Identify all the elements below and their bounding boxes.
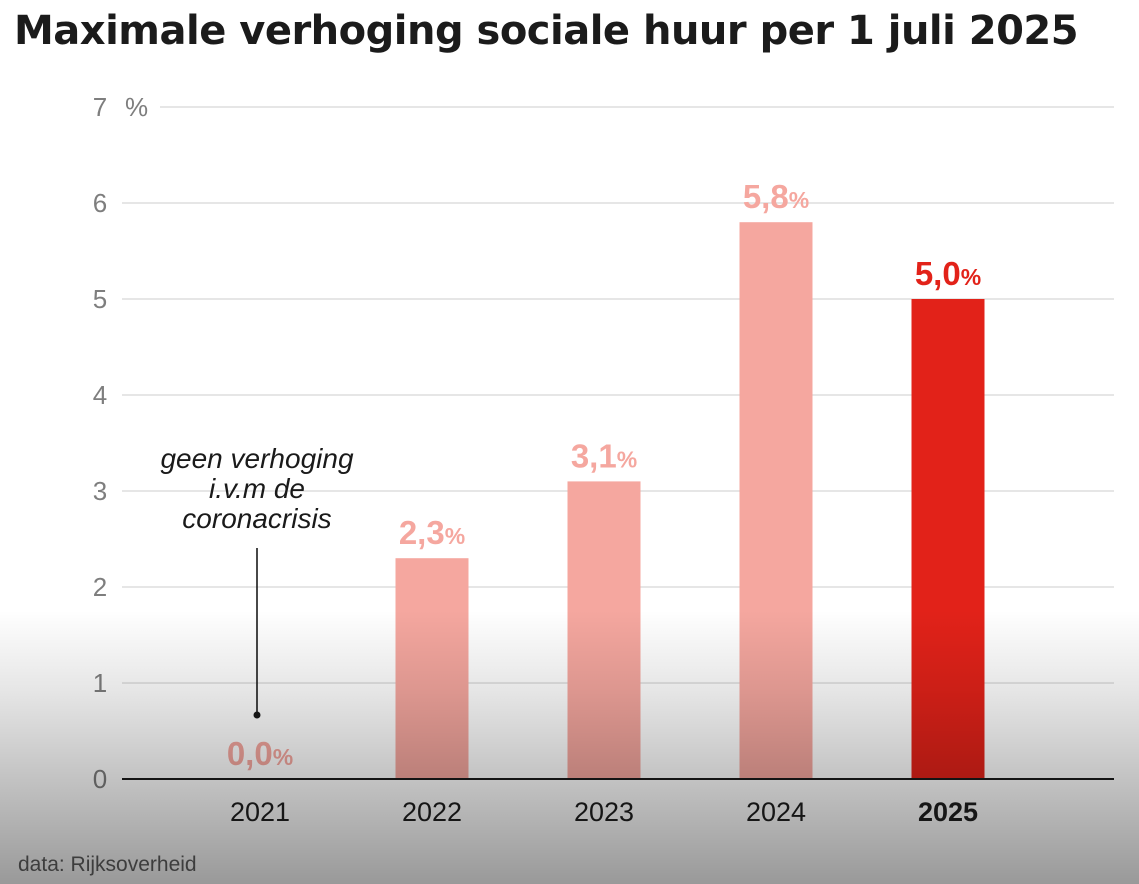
- value-label-2022: 2,3%: [399, 514, 465, 551]
- bar-2022: [395, 558, 469, 779]
- y-tick-label: 2: [93, 572, 107, 602]
- value-label-2021: 0,0%: [227, 735, 293, 772]
- x-tick-label-2024: 2024: [746, 797, 806, 827]
- bar-2023: [567, 481, 641, 779]
- y-tick-label: 7: [93, 92, 107, 122]
- x-tick-label-2022: 2022: [402, 797, 462, 827]
- x-tick-label-2021: 2021: [230, 797, 290, 827]
- annotation-dot: [253, 711, 261, 719]
- annotation-line: geen verhoging: [160, 443, 353, 474]
- x-tick-label-2023: 2023: [574, 797, 634, 827]
- source-note: data: Rijksoverheid: [18, 853, 197, 876]
- y-tick-label: 1: [93, 668, 107, 698]
- y-tick-label: 0: [93, 764, 107, 794]
- y-tick-label: 6: [93, 188, 107, 218]
- x-tick-label-2025: 2025: [918, 797, 978, 827]
- annotation-line: i.v.m de: [209, 473, 305, 504]
- y-tick-label: 4: [93, 380, 107, 410]
- value-label-2024: 5,8%: [743, 178, 809, 215]
- y-unit-label: %: [125, 92, 148, 122]
- y-tick-label: 3: [93, 476, 107, 506]
- bar-2025: [911, 299, 985, 779]
- chart-title: Maximale verhoging sociale huur per 1 ju…: [14, 8, 1079, 54]
- value-label-2025: 5,0%: [915, 255, 981, 292]
- annotation-line: coronacrisis: [182, 503, 331, 534]
- y-tick-label: 5: [93, 284, 107, 314]
- value-label-2023: 3,1%: [571, 437, 637, 474]
- bar-2024: [739, 222, 813, 779]
